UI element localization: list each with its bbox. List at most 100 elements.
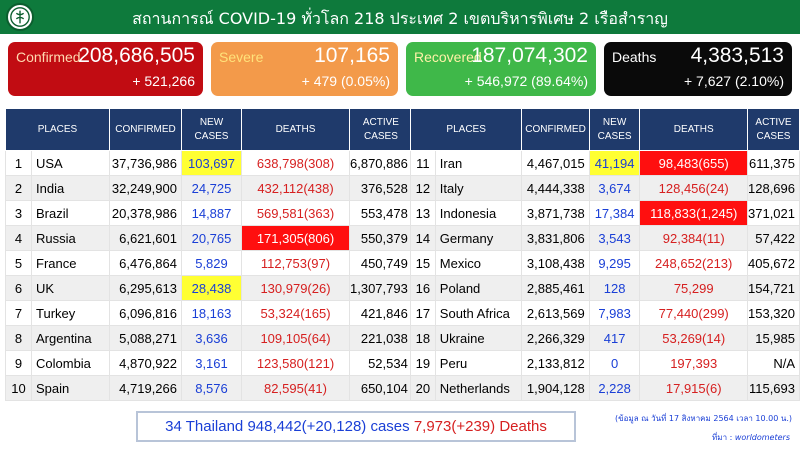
ranking-table-left: PLACES CONFIRMED NEW CASES DEATHS ACTIVE C… [5,108,413,401]
confirmed-delta: + 521,266 [132,73,195,89]
rank-cell: 11 [410,150,436,176]
confirmed-cell: 6,295,613 [109,275,182,301]
confirmed-cell: 4,719,266 [109,375,182,401]
ministry-health-logo-icon [6,3,34,31]
table-row: 3 Brazil 20,378,986 14,887 569,581(363) 553,4… [5,200,413,226]
data-timestamp-note: (ข้อมูล ณ วันที่ 17 สิงหาคม 2564 เวลา 10… [615,414,792,423]
confirmed-cell: 3,108,438 [521,250,590,276]
deaths-cell: 112,753(97) [241,250,350,276]
severe-value: 107,165 [314,44,390,67]
place-cell: Brazil [31,200,110,226]
place-cell: Netherlands [434,375,523,401]
confirmed-cell: 3,831,806 [521,225,590,251]
deaths-cell: 248,652(213) [639,250,748,276]
recovered-label: Recovered [414,49,482,65]
thailand-summary: 34 Thailand 948,442(+20,128) cases 7,973… [136,411,576,442]
new-cases-cell: 14,887 [181,200,242,226]
header-bar: สถานการณ์ COVID-19 ทั่วโลก 218 ประเทศ 2 … [0,0,800,34]
deaths-cell: 82,595(41) [241,375,350,401]
col-confirmed: CONFIRMED [521,108,590,151]
deaths-cell: 53,269(14) [639,325,748,351]
new-cases-cell: 28,438 [181,275,242,301]
rank-cell: 1 [5,150,32,176]
rank-cell: 6 [5,275,32,301]
place-cell: Peru [434,350,523,376]
table-row: 5 France 6,476,864 5,829 112,753(97) 450,749 [5,250,413,276]
confirmed-cell: 2,266,329 [521,325,590,351]
confirmed-value: 208,686,505 [78,44,195,67]
confirmed-cell: 4,467,015 [521,150,590,176]
place-cell: Argentina [31,325,110,351]
source-name: worldometers [734,433,790,442]
deaths-cell: 75,299 [639,275,748,301]
deaths-cell: 17,915(6) [639,375,748,401]
active-cases-cell: 115,693 [746,375,800,401]
confirmed-card: Confirmed 208,686,505 + 521,266 [8,42,203,96]
table-row: 10 Spain 4,719,266 8,576 82,595(41) 650,104 [5,375,413,401]
confirmed-cell: 32,249,900 [109,175,182,201]
deaths-cell: 98,483(655) [639,150,748,176]
active-cases-cell: 650,104 [349,375,413,401]
confirmed-cell: 6,096,816 [109,300,182,326]
rank-cell: 20 [410,375,436,401]
place-cell: Ukraine [434,325,523,351]
active-cases-cell: 1,307,793 [349,275,413,301]
col-confirmed: CONFIRMED [109,108,182,151]
table-row: 15 Mexico 3,108,438 9,295 248,652(213) 405,67… [410,250,800,276]
thailand-rank-place: 34 Thailand [165,418,244,435]
recovered-value: 187,074,302 [471,44,588,67]
active-cases-cell: 221,038 [349,325,413,351]
rank-cell: 17 [410,300,436,326]
confirmed-cell: 1,904,128 [521,375,590,401]
table-row: 11 Iran 4,467,015 41,194 98,483(655) 611,375 [410,150,800,176]
confirmed-cell: 5,088,271 [109,325,182,351]
table-row: 9 Colombia 4,870,922 3,161 123,580(121) 52,53… [5,350,413,376]
confirmed-cell: 20,378,986 [109,200,182,226]
rank-cell: 8 [5,325,32,351]
place-cell: South Africa [434,300,523,326]
col-places: PLACES [5,108,110,151]
thailand-deaths: 7,973(+239) [413,418,496,435]
col-new-cases: NEW CASES [181,108,242,151]
table-row: 2 India 32,249,900 24,725 432,112(438) 376,52… [5,175,413,201]
active-cases-cell: 421,846 [349,300,413,326]
active-cases-cell: N/A [746,350,800,376]
place-cell: Spain [31,375,110,401]
place-cell: Poland [434,275,523,301]
active-cases-cell: 52,534 [349,350,413,376]
new-cases-cell: 17,384 [588,200,641,226]
active-cases-cell: 6,870,886 [349,150,413,176]
place-cell: Turkey [31,300,110,326]
place-cell: Indonesia [434,200,523,226]
rank-cell: 2 [5,175,32,201]
rank-cell: 13 [410,200,436,226]
new-cases-cell: 5,829 [181,250,242,276]
confirmed-cell: 2,613,569 [521,300,590,326]
place-cell: UK [31,275,110,301]
confirmed-cell: 37,736,986 [109,150,182,176]
confirmed-cell: 4,870,922 [109,350,182,376]
rank-cell: 7 [5,300,32,326]
new-cases-cell: 3,161 [181,350,242,376]
rank-cell: 5 [5,250,32,276]
confirmed-cell: 2,885,461 [521,275,590,301]
deaths-cell: 638,798(308) [241,150,350,176]
confirmed-label: Confirmed [16,49,81,65]
col-new-cases: NEW CASES [588,108,641,151]
place-cell: Colombia [31,350,110,376]
severe-card: Severe 107,165 + 479 (0.05%) [211,42,398,96]
table-header-row: PLACES CONFIRMED NEW CASES DEATHS ACTIVE C… [409,108,800,151]
table-row: 20 Netherlands 1,904,128 2,228 17,915(6) 115,… [410,375,800,401]
deaths-delta: + 7,627 (2.10%) [683,73,784,89]
active-cases-cell: 57,422 [746,225,800,251]
table-row: 6 UK 6,295,613 28,438 130,979(26) 1,307,793 [5,275,413,301]
col-active-cases: ACTIVE CASES [746,108,800,151]
table-row: 16 Poland 2,885,461 128 75,299 154,721 [410,275,800,301]
active-cases-cell: 371,021 [746,200,800,226]
new-cases-cell: 7,983 [588,300,641,326]
new-cases-cell: 128 [588,275,641,301]
col-deaths: DEATHS [241,108,350,151]
table-row: 18 Ukraine 2,266,329 417 53,269(14) 15,985 [410,325,800,351]
deaths-cell: 171,305(806) [241,225,350,251]
source-prefix: ที่มา : [712,433,733,442]
